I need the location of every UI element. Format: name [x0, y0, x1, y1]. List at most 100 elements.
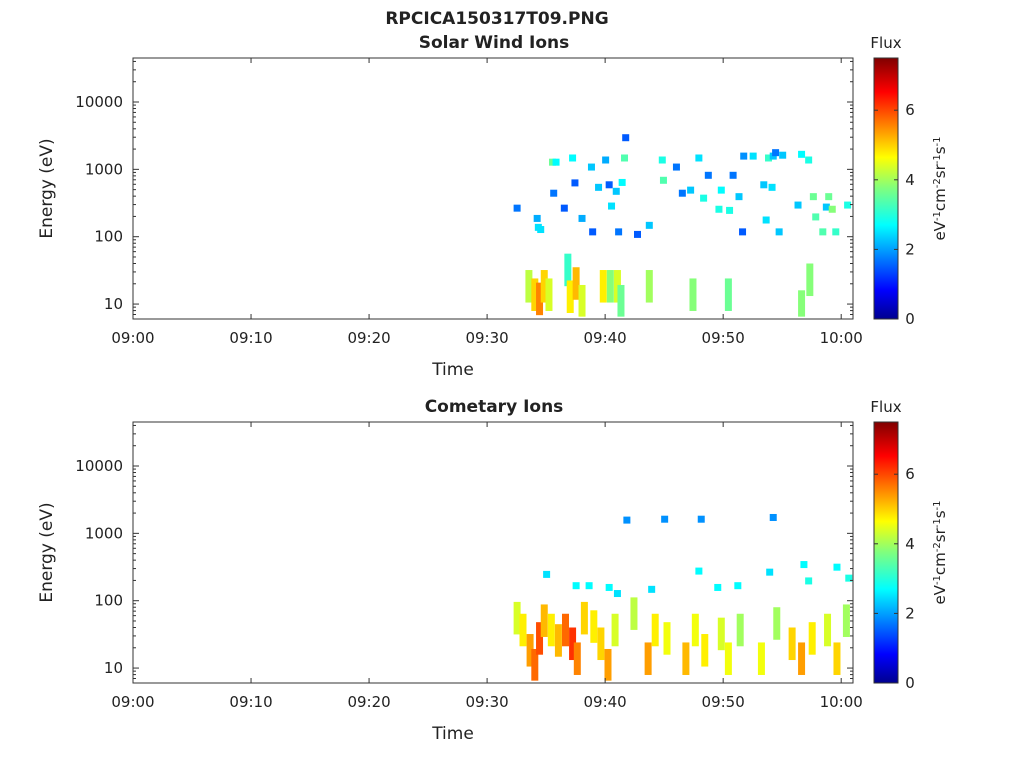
x-tick-label: 09:50	[702, 329, 745, 347]
flux-cell	[585, 582, 593, 590]
x-axis-label: Time	[431, 724, 474, 744]
flux-cell	[740, 152, 748, 160]
flux-band	[525, 270, 533, 303]
flux-cell	[779, 151, 787, 159]
y-tick-label: 100	[94, 592, 123, 610]
y-tick-label: 10000	[75, 93, 123, 111]
flux-cell	[695, 154, 703, 162]
colorbar-tick-label: 0	[905, 310, 915, 328]
flux-band	[578, 284, 586, 317]
flux-band	[617, 284, 625, 317]
y-axis-label: Energy (eV)	[37, 502, 57, 602]
flux-band	[572, 267, 580, 300]
flux-cell	[578, 214, 586, 222]
flux-cell	[658, 156, 666, 164]
flux-cell	[772, 149, 780, 157]
flux-cell	[729, 171, 737, 179]
flux-cell	[760, 181, 768, 189]
flux-cell	[832, 228, 840, 236]
flux-band	[599, 270, 607, 303]
flux-cell	[589, 228, 597, 236]
flux-band	[531, 278, 539, 311]
flux-cell	[549, 158, 557, 166]
flux-cell	[800, 561, 808, 569]
data-cells	[513, 513, 853, 681]
flux-cell	[552, 158, 560, 166]
x-tick-label: 09:10	[229, 329, 272, 347]
flux-cell	[704, 171, 712, 179]
x-tick-label: 10:00	[820, 693, 863, 711]
flux-band	[545, 278, 553, 311]
flux-cell	[661, 515, 669, 523]
x-tick-label: 09:30	[465, 329, 508, 347]
flux-cell	[794, 201, 802, 209]
flux-cell	[749, 152, 757, 160]
colorbar	[873, 57, 899, 320]
flux-cell	[587, 163, 595, 171]
flux-band	[564, 253, 572, 287]
flux-cell	[621, 154, 629, 162]
flux-cell	[659, 176, 667, 184]
flux-band	[773, 607, 781, 640]
flux-band	[691, 613, 699, 647]
flux-cell	[672, 163, 680, 171]
flux-band	[569, 627, 577, 661]
flux-cell	[648, 585, 656, 593]
flux-cell	[798, 150, 806, 158]
flux-band	[798, 642, 806, 675]
flux-cell	[739, 228, 747, 236]
flux-cell	[537, 226, 545, 234]
plot-frame	[132, 421, 854, 684]
flux-cell	[812, 213, 820, 221]
flux-band	[806, 263, 814, 297]
flux-cell	[805, 577, 813, 585]
flux-band	[513, 601, 521, 635]
flux-band	[566, 280, 574, 313]
flux-band	[682, 642, 690, 675]
flux-cell	[571, 179, 579, 187]
flux-cell	[613, 590, 621, 598]
flux-band	[547, 613, 555, 647]
flux-band	[651, 613, 659, 647]
flux-band	[536, 622, 544, 655]
y-tick-label: 10	[104, 295, 123, 313]
flux-cell	[734, 582, 742, 590]
flux-cell	[595, 183, 603, 191]
flux-cell	[602, 156, 610, 164]
x-tick-label: 09:20	[347, 329, 390, 347]
flux-cell	[844, 201, 852, 209]
flux-cell	[615, 228, 623, 236]
colorbar-tick-label: 2	[905, 604, 915, 622]
flux-cell	[762, 216, 770, 224]
data-cells	[513, 134, 852, 317]
flux-band	[554, 624, 562, 657]
flux-band	[644, 642, 652, 675]
plot-frame	[132, 57, 854, 320]
x-tick-label: 09:00	[111, 329, 154, 347]
flux-cell	[569, 154, 577, 162]
flux-band	[833, 642, 841, 675]
flux-cell	[833, 563, 841, 571]
solar-wind-panel: Solar Wind Ions 09:00 09:10 09:20 09:30 09:4…	[37, 33, 949, 380]
flux-cell	[805, 156, 813, 164]
colorbar-label: eV-1cm-2sr-1s-1	[931, 500, 949, 604]
colorbar-tick-label: 2	[905, 240, 915, 258]
panel-title: Solar Wind Ions	[419, 33, 570, 53]
flux-cell	[618, 178, 626, 186]
flux-band	[842, 604, 850, 637]
flux-cell	[822, 203, 830, 211]
flux-cell	[825, 193, 833, 201]
flux-band	[604, 648, 612, 681]
flux-band	[645, 270, 653, 303]
flux-band	[573, 642, 581, 675]
x-tick-label: 09:00	[111, 693, 154, 711]
flux-band	[701, 634, 709, 667]
colorbar-tick-label: 0	[905, 674, 915, 692]
colorbar-title: Flux	[870, 34, 901, 52]
x-tick-label: 09:40	[584, 693, 627, 711]
flux-cell	[605, 181, 613, 189]
flux-cell	[819, 228, 827, 236]
flux-band	[824, 613, 832, 647]
flux-band	[606, 270, 614, 303]
y-tick-label: 10	[104, 659, 123, 677]
